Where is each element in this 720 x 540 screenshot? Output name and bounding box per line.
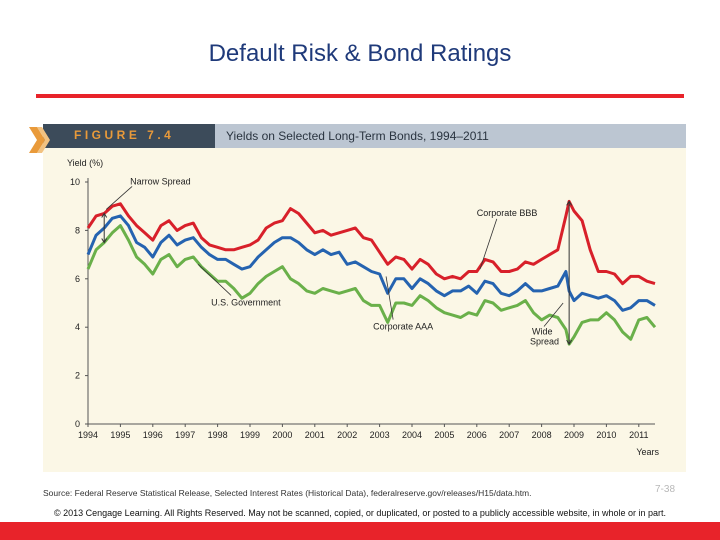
x-tick-label: 2006	[467, 430, 487, 440]
x-tick-label: 2009	[564, 430, 584, 440]
annotation-narrow-spread: Narrow Spread	[130, 176, 191, 186]
x-tick-label: 2003	[370, 430, 390, 440]
annotation-pointer	[385, 276, 394, 320]
copyright-notice: © 2013 Cengage Learning. All Rights Rese…	[54, 508, 666, 518]
spread-arrowhead	[101, 212, 108, 218]
y-tick-label: 6	[75, 274, 80, 284]
annotation-corporate-aaa: Corporate AAA	[373, 322, 433, 332]
figure-label: FIGURE 7.4	[74, 128, 175, 142]
x-tick-label: 2011	[629, 430, 648, 440]
spread-arrowhead	[566, 339, 573, 346]
x-tick-label: 2008	[532, 430, 552, 440]
y-tick-label: 2	[75, 371, 80, 381]
y-tick-label: 0	[75, 419, 80, 429]
spread-arrowhead	[101, 238, 108, 244]
x-tick-label: 2000	[272, 430, 292, 440]
annotation-pointer	[105, 186, 133, 210]
x-tick-label: 2007	[499, 430, 519, 440]
figure-caption: Yields on Selected Long-Term Bonds, 1994…	[226, 129, 489, 143]
x-axis-label: Years	[636, 447, 659, 457]
y-axis-label: Yield (%)	[67, 158, 103, 168]
yield-chart: Yield (%) 0 2 4 6 8 10 1994 1995 1996 1997 1998 1999…	[67, 158, 659, 457]
x-tick-label: 2005	[434, 430, 454, 440]
annotation-pointer	[543, 302, 564, 327]
x-tick-label: 1996	[143, 430, 163, 440]
footer-bar	[0, 522, 720, 540]
series-line-u-s-government	[86, 224, 657, 346]
x-tick-label: 1995	[110, 430, 130, 440]
series-line-corporate-aaa	[86, 214, 656, 312]
figure-header-label-bar	[43, 124, 215, 148]
annotation-corporate-bbb: Corporate BBB	[477, 208, 538, 218]
x-tick-label: 2001	[305, 430, 325, 440]
annotation-pointer	[479, 218, 498, 270]
y-tick-label: 8	[75, 225, 80, 235]
source-note: Source: Federal Reserve Statistical Rele…	[43, 488, 532, 498]
annotation-u-s-government: U.S. Government	[211, 297, 281, 307]
y-tick-label: 10	[70, 177, 80, 187]
x-tick-label: 1997	[175, 430, 195, 440]
figure-header-caption-bar	[215, 124, 686, 148]
x-tick-label: 1998	[208, 430, 228, 440]
spread-arrowhead	[566, 200, 573, 206]
annotation-pointer	[197, 263, 232, 296]
y-tick-label: 4	[75, 322, 80, 332]
annotation-wide-spread-line1: Wide	[532, 326, 553, 336]
x-tick-label: 2004	[402, 430, 422, 440]
x-tick-label: 1994	[78, 430, 98, 440]
page-number: 7-38	[655, 484, 676, 495]
slide-title: Default Risk & Bond Ratings	[208, 40, 512, 67]
x-tick-label: 2010	[596, 430, 616, 440]
series-line-corporate-bbb	[86, 199, 656, 286]
x-tick-label: 2002	[337, 430, 357, 440]
chevron-right-icon	[29, 127, 50, 153]
annotation-wide-spread-line2: Spread	[530, 336, 559, 346]
x-tick-label: 1999	[240, 430, 260, 440]
title-divider	[36, 94, 684, 98]
